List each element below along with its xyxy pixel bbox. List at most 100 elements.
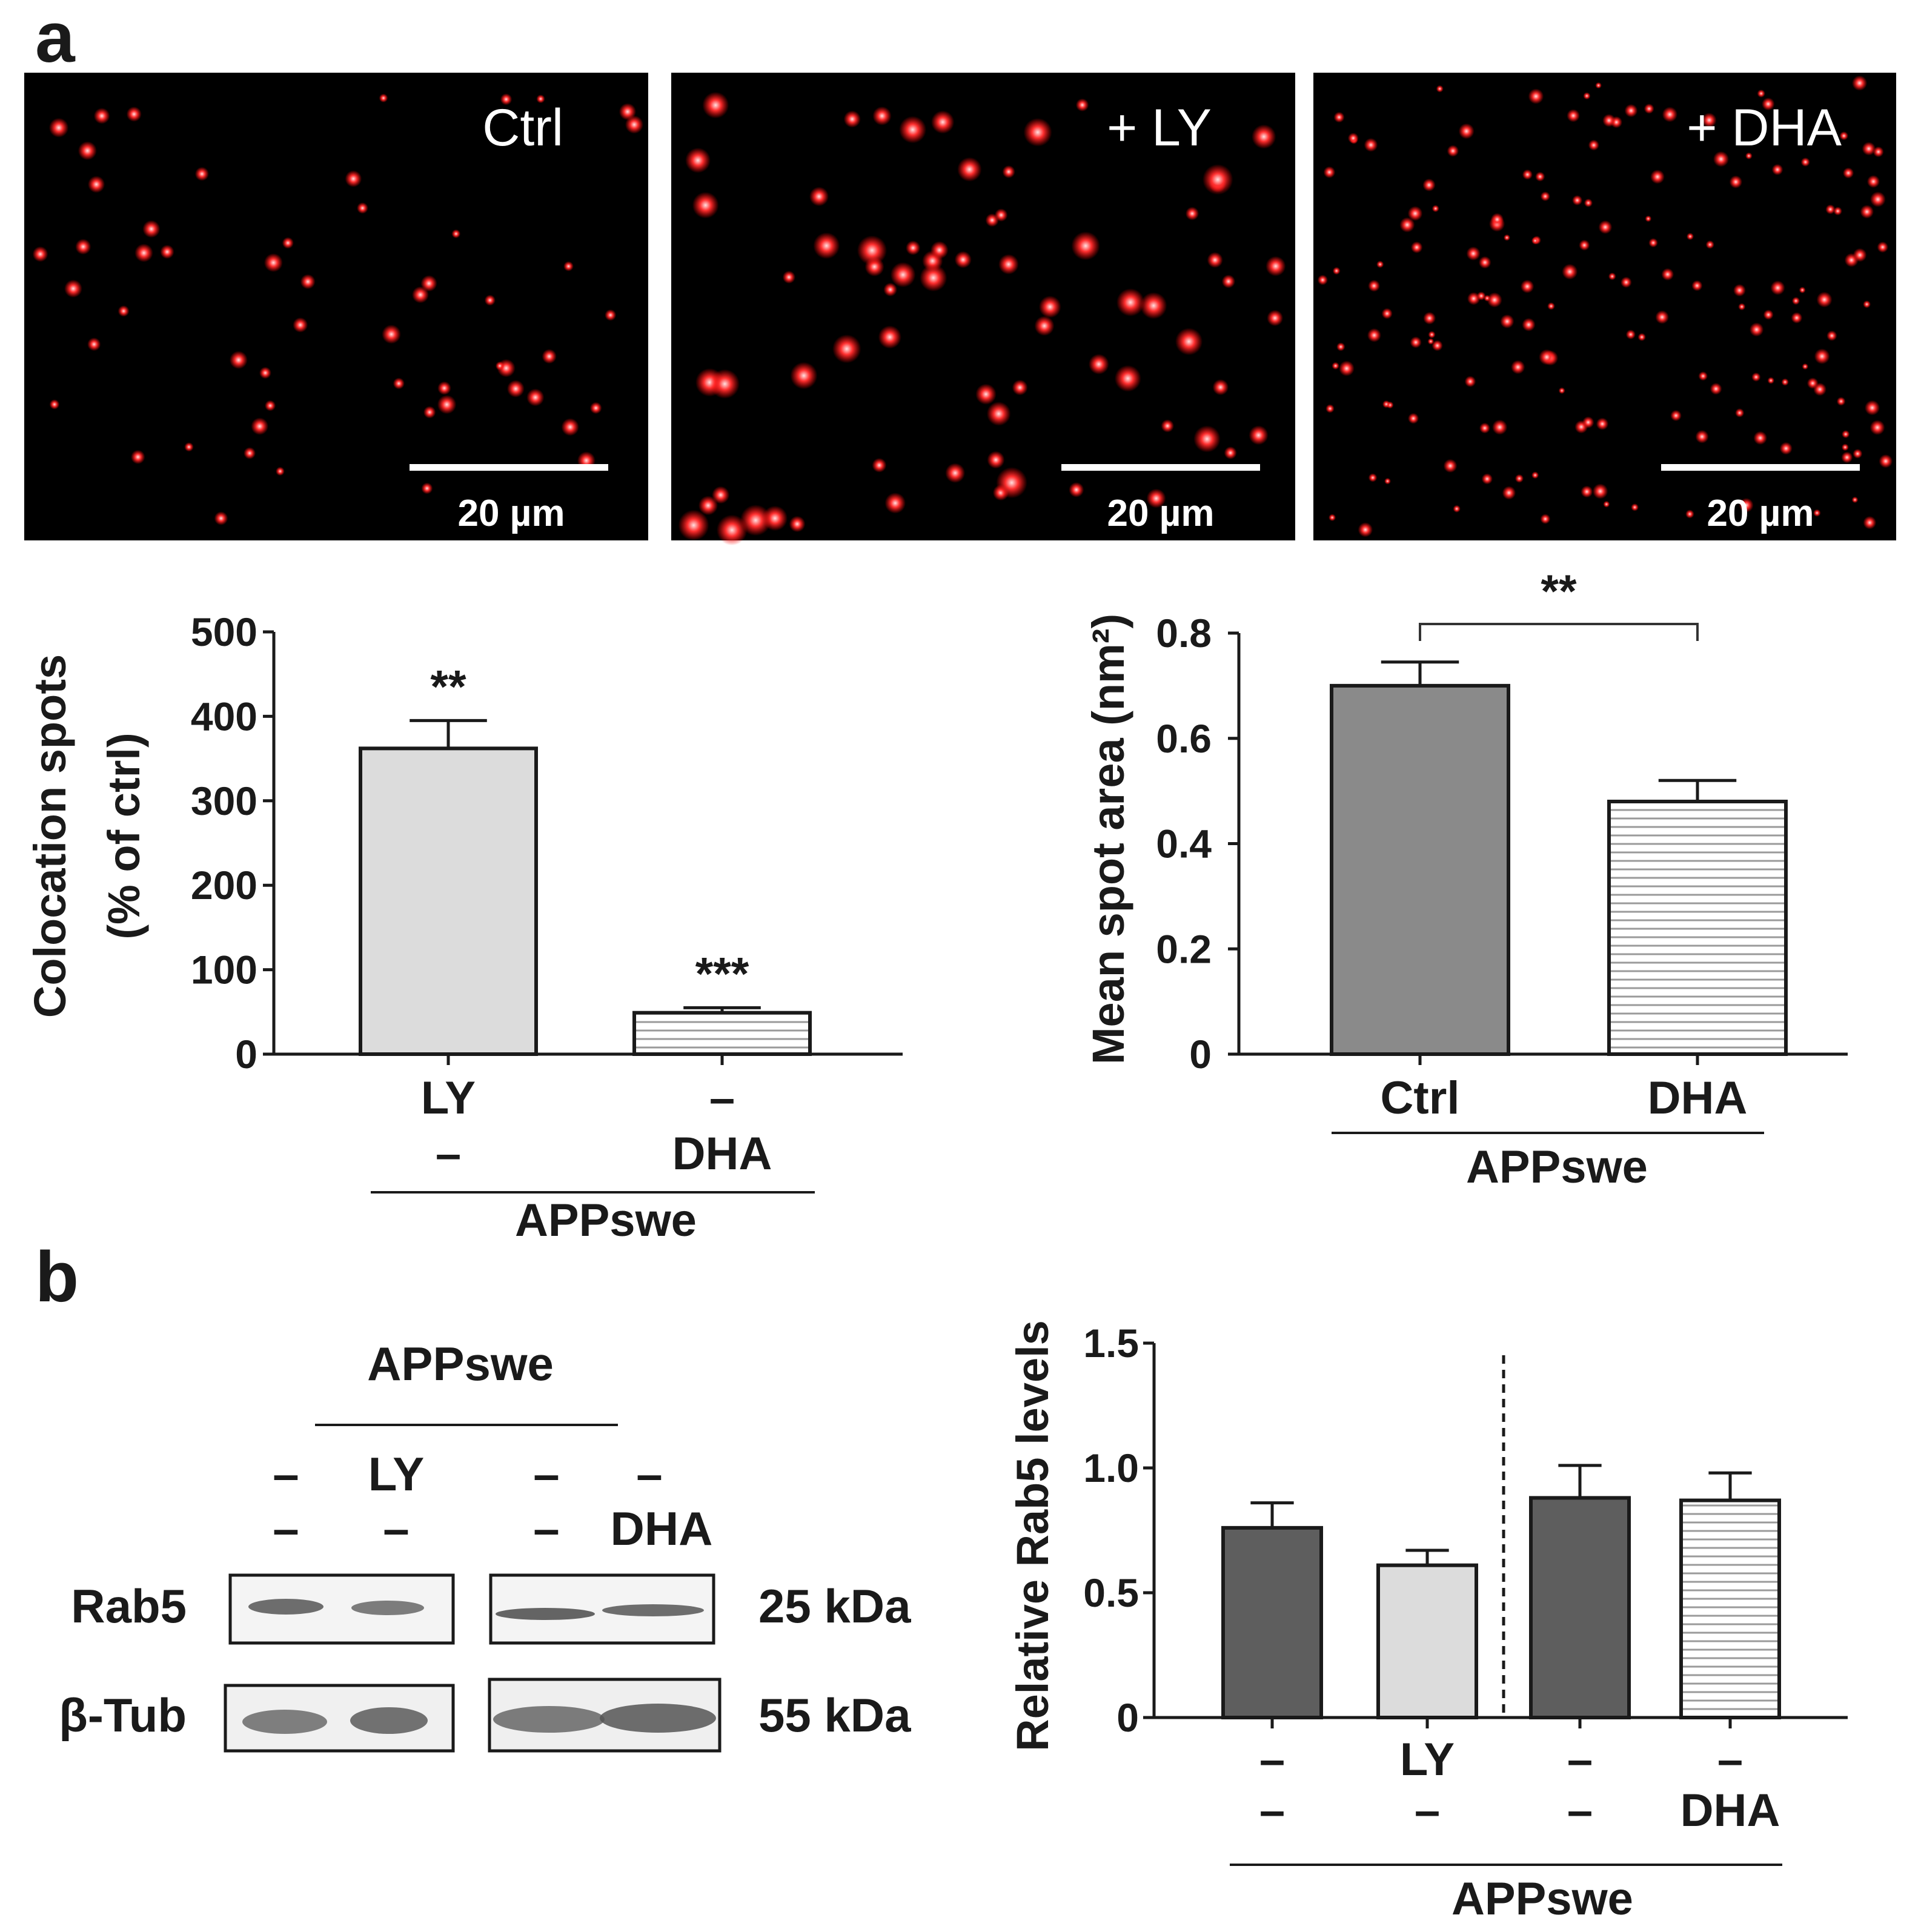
significance-label: **	[430, 661, 466, 712]
chart-mean-spot-area: Mean spot area (nm²) 0 0.2 0.4 0.6 0.8 Ctrl DH…	[1083, 566, 1848, 1193]
bar	[1607, 800, 1788, 1056]
fluorescent-spot	[1757, 89, 1765, 98]
y-axis-title-line2: (% of ctrl)	[99, 732, 149, 939]
fluorescent-spot	[1358, 522, 1373, 537]
fluorescent-spot	[1515, 474, 1524, 483]
fluorescent-spot	[542, 349, 557, 364]
bar	[1679, 1498, 1781, 1720]
fluorescent-spot	[1347, 133, 1359, 144]
scale-bar	[1061, 464, 1260, 471]
y-tick-label: 100	[191, 948, 257, 992]
chart-colocation-spots: Colocation spots (% of ctrl) 0 100 200 300 4…	[25, 609, 903, 1246]
fluorescent-spot	[1584, 198, 1593, 208]
fluorescent-spot	[1839, 131, 1849, 141]
y-tick-label: 1.0	[1083, 1446, 1139, 1490]
fluorescent-spot	[1266, 256, 1286, 276]
scale-bar	[1661, 464, 1860, 471]
category-label: –	[1717, 1734, 1743, 1785]
fluorescent-spot	[1511, 360, 1525, 374]
y-axis-title-line1: Colocation spots	[25, 654, 75, 1018]
fluorescent-spot	[1492, 419, 1508, 435]
micrograph-ctrl: Ctrl 20 µm	[24, 73, 648, 540]
fluorescent-spot	[184, 442, 194, 452]
fluorescent-spot	[1443, 459, 1458, 473]
fluorescent-spot	[437, 394, 457, 414]
band	[248, 1599, 323, 1615]
fluorescent-spot	[1368, 279, 1381, 292]
band	[351, 1601, 424, 1615]
category-label: DHA	[672, 1128, 772, 1180]
lane-label: –	[533, 1502, 559, 1555]
fluorescent-spot	[994, 208, 1008, 222]
fluorescent-spot	[1762, 97, 1775, 111]
fluorescent-spot	[264, 253, 283, 273]
micrograph-background	[671, 73, 1295, 540]
fluorescent-spot	[1193, 425, 1221, 453]
fluorescent-spot	[1202, 164, 1233, 195]
lane-label: –	[273, 1502, 299, 1555]
fluorescent-spot	[1791, 312, 1803, 324]
fluorescent-spot	[1779, 442, 1793, 455]
fluorescent-spot	[1588, 139, 1599, 151]
fluorescent-spot	[1012, 379, 1028, 396]
y-tick-label: 0.8	[1156, 611, 1212, 656]
fluorescent-spot	[1023, 118, 1052, 147]
scale-label: 20 µm	[457, 493, 565, 534]
fluorescent-spot	[1863, 300, 1871, 308]
fluorescent-spot	[1339, 360, 1355, 376]
fluorescent-spot	[1595, 82, 1602, 89]
fluorescent-spot	[987, 451, 1005, 469]
micrograph-background	[24, 73, 648, 540]
fluorescent-spot	[1325, 404, 1335, 413]
fluorescent-spot	[1547, 302, 1555, 310]
fluorescent-spot	[1410, 336, 1422, 348]
category-label: Ctrl	[1381, 1072, 1460, 1124]
fluorescent-spot	[1763, 309, 1774, 320]
fluorescent-spot	[1753, 431, 1768, 445]
band	[242, 1710, 327, 1734]
fluorescent-spot	[692, 191, 719, 219]
fluorescent-spot	[996, 466, 1027, 499]
fluorescent-spot	[716, 514, 748, 546]
fluorescent-spot	[1596, 417, 1609, 430]
fluorescent-spot	[975, 383, 997, 405]
fluorescent-spot	[118, 305, 130, 317]
fluorescent-spot	[1698, 371, 1708, 381]
fluorescent-spot	[1863, 516, 1877, 529]
significance-label: ***	[695, 948, 749, 1000]
fluorescent-spot	[1427, 338, 1435, 345]
fluorescent-spot	[931, 110, 955, 134]
fluorescent-spot	[1522, 169, 1533, 180]
fluorescent-spot	[1038, 296, 1061, 318]
fluorescent-spot	[48, 118, 69, 138]
fluorescent-spot	[1800, 157, 1810, 167]
fluorescent-spot	[1582, 416, 1594, 428]
size-label: 55 kDa	[758, 1688, 911, 1742]
scale-bar	[410, 464, 608, 471]
fluorescent-spot	[1531, 471, 1539, 479]
fluorescent-spot	[1436, 85, 1444, 93]
fluorescent-spot	[1870, 191, 1886, 207]
fluorescent-spot	[536, 95, 545, 104]
micrograph-background	[1313, 73, 1896, 540]
fluorescent-spot	[1071, 231, 1100, 261]
fluorescent-spot	[1833, 207, 1842, 216]
y-tick-label: 0	[1189, 1032, 1212, 1077]
chart-relative-rab5: Relative Rab5 levels 00.51.01.5––LY––––D…	[1007, 1320, 1848, 1925]
fluorescent-spot	[1866, 175, 1880, 188]
category-label: –	[709, 1072, 735, 1124]
fluorescent-spot	[1771, 164, 1783, 176]
fluorescent-spot	[214, 511, 228, 525]
fluorescent-spot	[484, 294, 496, 306]
fluorescent-spot	[832, 334, 861, 363]
fluorescent-spot	[1807, 377, 1819, 389]
fluorescent-spot	[1625, 329, 1636, 340]
fluorescent-spot	[986, 402, 1011, 426]
micrograph-label: Ctrl	[482, 99, 563, 157]
fluorescent-spot	[1502, 486, 1516, 500]
fluorescent-spot	[1645, 215, 1652, 222]
fluorescent-spot	[451, 229, 461, 239]
fluorescent-spot	[1267, 310, 1284, 327]
fluorescent-spot	[920, 264, 947, 292]
